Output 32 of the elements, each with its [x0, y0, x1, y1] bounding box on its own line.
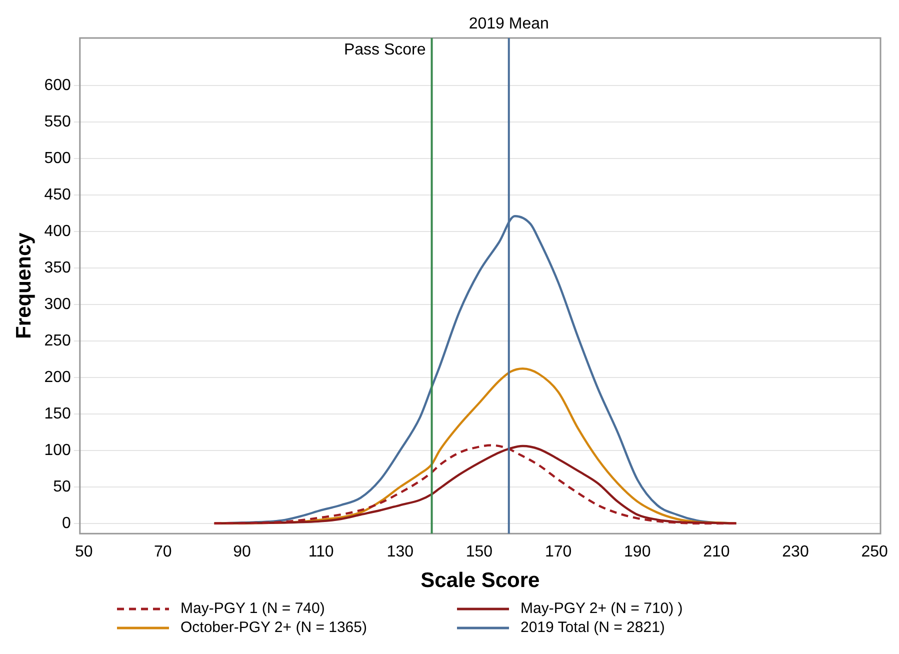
x-tick-label: 50 [74, 544, 93, 561]
y-tick-label: 500 [44, 150, 71, 167]
y-tick-label: 0 [62, 514, 71, 532]
x-tick-label: 170 [544, 544, 572, 561]
x-tick-label: 70 [154, 544, 172, 561]
x-axis-title: Scale Score [420, 569, 540, 592]
y-tick-label: 300 [44, 296, 71, 313]
x-tick-label: 130 [386, 544, 414, 561]
legend-label: 2019 Total (N = 2821) [520, 619, 665, 636]
x-tick-label: 230 [782, 544, 809, 561]
x-tick-label: 150 [466, 544, 493, 561]
y-tick-label: 350 [44, 259, 71, 276]
x-tick-label: 210 [703, 544, 730, 561]
ref-line-label: Pass Score [344, 41, 426, 58]
y-tick-label: 100 [44, 442, 71, 459]
y-tick-label: 550 [44, 113, 71, 130]
y-axis-title: Frequency [12, 232, 36, 339]
y-tick-label: 400 [44, 222, 71, 240]
legend-label: May-PGY 1 (N = 740) [180, 600, 325, 617]
x-tick-label: 250 [861, 544, 888, 561]
legend-label: October-PGY 2+ (N = 1365) [180, 619, 367, 636]
y-tick-label: 600 [44, 76, 71, 94]
y-tick-label: 50 [53, 478, 71, 496]
y-tick-label: 450 [44, 186, 71, 204]
y-tick-label: 150 [44, 405, 71, 422]
x-tick-label: 190 [624, 544, 651, 561]
y-tick-label: 250 [44, 332, 71, 350]
x-tick-label: 110 [308, 544, 334, 561]
x-tick-label: 90 [233, 544, 251, 561]
y-tick-label: 200 [44, 368, 71, 386]
ref-line-label: 2019 Mean [468, 15, 549, 32]
legend-label: May-PGY 2+ (N = 710) ) [520, 600, 683, 617]
